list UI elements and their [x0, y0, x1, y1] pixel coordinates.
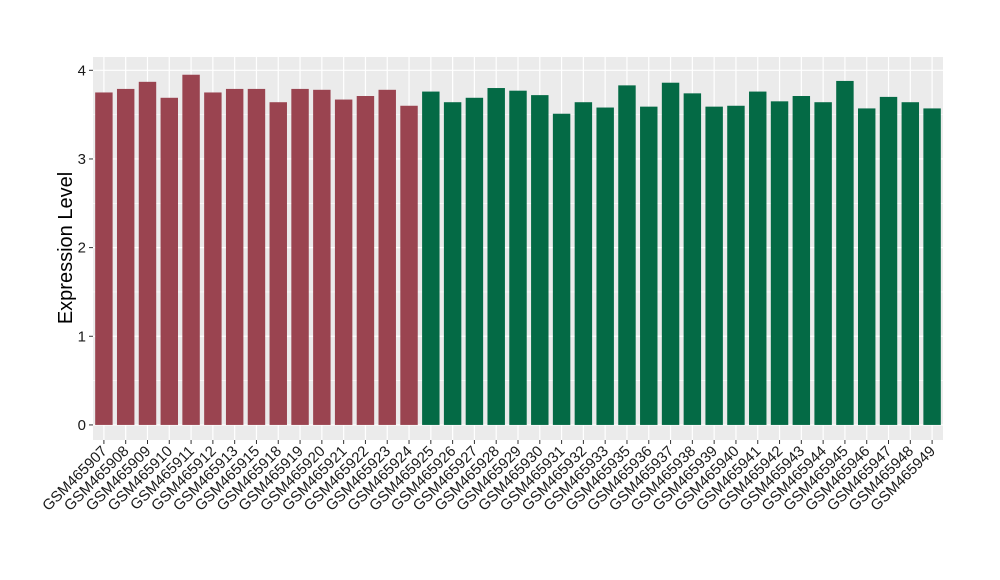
bar-GSM465921	[334, 99, 353, 425]
y-tick-label: 2	[78, 240, 86, 257]
bar-GSM465933	[596, 107, 614, 425]
bar-GSM465915	[247, 88, 266, 425]
bar-GSM465925	[422, 91, 440, 425]
y-tick-label: 4	[78, 62, 86, 79]
bar-GSM465937	[661, 82, 680, 425]
bar-GSM465941	[749, 91, 767, 425]
bar-GSM465929	[509, 90, 527, 425]
bar-GSM465907	[95, 92, 113, 425]
bar-GSM465909	[138, 81, 157, 425]
bar-GSM465911	[182, 74, 200, 425]
bar-GSM465947	[879, 96, 898, 425]
bar-GSM465943	[792, 96, 811, 425]
bars	[95, 74, 941, 425]
bar-GSM465920	[313, 89, 331, 425]
x-axis: GSM465907GSM465908GSM465909GSM465910GSM4…	[39, 440, 939, 514]
bar-GSM465936	[640, 106, 658, 425]
bar-GSM465935	[618, 85, 636, 425]
bar-GSM465944	[814, 102, 832, 425]
bar-GSM465928	[487, 88, 505, 425]
y-tick-label: 1	[78, 328, 86, 345]
bar-GSM465932	[574, 102, 593, 425]
bar-GSM465931	[552, 113, 571, 425]
bar-GSM465923	[378, 89, 396, 425]
y-axis-title: Expression Level	[55, 172, 77, 324]
bar-GSM465912	[204, 92, 222, 425]
bar-GSM465924	[400, 105, 418, 425]
bar-GSM465930	[531, 95, 549, 425]
bar-GSM465922	[356, 96, 375, 425]
bar-GSM465945	[836, 80, 854, 425]
bar-GSM465927	[465, 97, 484, 425]
bar-GSM465940	[727, 105, 745, 425]
bar-GSM465948	[901, 102, 920, 425]
bar-GSM465926	[443, 102, 462, 425]
bar-GSM465913	[225, 88, 244, 425]
bar-GSM465908	[116, 88, 135, 425]
bar-GSM465919	[291, 88, 309, 425]
bar-GSM465942	[770, 101, 789, 425]
bar-GSM465939	[705, 106, 723, 425]
bar-GSM465949	[923, 108, 941, 425]
bar-GSM465946	[858, 108, 876, 425]
bar-GSM465938	[683, 93, 702, 425]
y-tick-label: 3	[78, 151, 86, 168]
bar-GSM465918	[269, 102, 287, 425]
bar-GSM465910	[160, 97, 178, 425]
y-tick-label: 0	[78, 417, 86, 434]
y-axis: 0 1 2 3 4	[78, 62, 93, 434]
